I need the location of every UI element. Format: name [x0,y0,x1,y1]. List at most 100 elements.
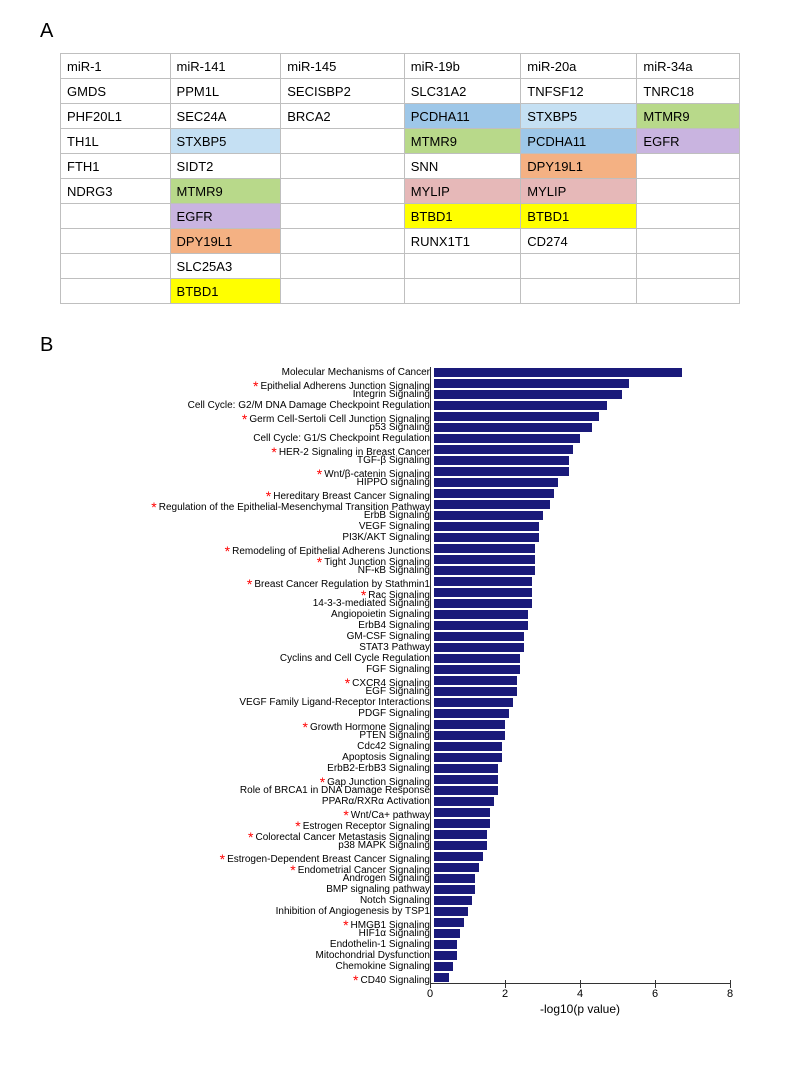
chart-bar-area [434,873,734,884]
chart-row-label: Androgen Signaling [60,873,434,884]
table-cell: SLC31A2 [404,79,521,104]
table-cell: BTBD1 [404,204,521,229]
chart-row-label: Notch Signaling [60,895,434,906]
chart-row-label: BMP signaling pathway [60,884,434,895]
chart-bar [434,379,629,388]
table-cell: SNN [404,154,521,179]
chart-bar [434,720,505,729]
chart-row-label-text: Integrin Signaling [353,389,430,400]
chart-tick [505,980,506,988]
table-cell: PCDHA11 [404,104,521,129]
chart-bar-area [434,939,734,950]
chart-row-label-text: ErbB4 Signaling [358,620,430,631]
chart-bar [434,687,517,696]
chart-row-label: Cyclins and Cell Cycle Regulation [60,653,434,664]
chart-row-label: Mitochondrial Dysfunction [60,950,434,961]
table-cell: FTH1 [61,154,171,179]
chart-bar [434,456,569,465]
chart-bar-area [434,752,734,763]
table-cell: MYLIP [404,179,521,204]
chart-bar [434,797,494,806]
chart-bar-area [434,411,734,422]
chart-bar-area [434,862,734,873]
table-row: GMDSPPM1LSECISBP2SLC31A2TNFSF12TNRC18 [61,79,740,104]
chart-row-label-text: Notch Signaling [360,895,430,906]
chart-row-label: VEGF Signaling [60,521,434,532]
table-cell [637,154,740,179]
chart-bar-area [434,807,734,818]
chart-bar-area [434,829,734,840]
chart-bar [434,863,479,872]
table-cell: PCDHA11 [521,129,637,154]
chart-row: Role of BRCA1 in DNA Damage Response [60,785,760,796]
chart-bar [434,775,498,784]
chart-row: *Rac Signaling [60,587,760,598]
table-row: TH1LSTXBP5MTMR9PCDHA11EGFR [61,129,740,154]
table-cell: PPM1L [170,79,281,104]
chart-tick-label: 4 [577,988,583,1000]
chart-bar-area [434,444,734,455]
chart-row: Angiopoietin Signaling [60,609,760,620]
table-header-cell: miR-141 [170,54,281,79]
chart-row-label: 14-3-3-mediated Signaling [60,598,434,609]
chart-row-label-text: Apoptosis Signaling [342,752,430,763]
chart-bar-area [434,576,734,587]
table-cell: MTMR9 [170,179,281,204]
chart-row-label: HIF1α Signaling [60,928,434,939]
chart-bar-area [434,543,734,554]
table-cell: MTMR9 [404,129,521,154]
chart-bar-area [434,664,734,675]
chart-row-label: ErbB4 Signaling [60,620,434,631]
chart-row: *CXCR4 Signaling [60,675,760,686]
chart-bar-area [434,510,734,521]
chart-bar [434,511,543,520]
table-cell: TH1L [61,129,171,154]
chart-bar [434,808,490,817]
chart-x-axis: -log10(p value) 02468 [430,983,730,1014]
table-cell [281,204,405,229]
chart-row: STAT3 Pathway [60,642,760,653]
table-row: EGFRBTBD1BTBD1 [61,204,740,229]
chart-bar-area [434,895,734,906]
chart-bar-area [434,818,734,829]
table-cell: SIDT2 [170,154,281,179]
table-header-cell: miR-20a [521,54,637,79]
table-cell [281,279,405,304]
chart-bar [434,478,558,487]
gene-table: miR-1miR-141miR-145miR-19bmiR-20amiR-34a… [60,53,740,304]
chart-row: VEGF Signaling [60,521,760,532]
table-cell: DPY19L1 [170,229,281,254]
chart-bar-area [434,961,734,972]
chart-bar-area [434,422,734,433]
chart-row-label-text: HIF1α Signaling [359,928,430,939]
chart-bar-area [434,675,734,686]
table-header-cell: miR-145 [281,54,405,79]
table-row: NDRG3MTMR9MYLIPMYLIP [61,179,740,204]
table-header-cell: miR-1 [61,54,171,79]
chart-bar [434,654,520,663]
chart-bar-area [434,565,734,576]
chart-row: BMP signaling pathway [60,884,760,895]
table-cell [281,129,405,154]
chart-row-label-text: Mitochondrial Dysfunction [316,950,431,961]
table-cell: MTMR9 [637,104,740,129]
table-cell: EGFR [170,204,281,229]
chart-bar-area [434,631,734,642]
chart-bar [434,742,502,751]
pathway-bar-chart: Molecular Mechanisms of Cancer*Epithelia… [60,367,760,1014]
chart-row-label-text: 14-3-3-mediated Signaling [313,598,430,609]
chart-row-label-text: Cyclins and Cell Cycle Regulation [280,653,430,664]
chart-row-label: EGF Signaling [60,686,434,697]
chart-bar-area [434,620,734,631]
table-cell [637,204,740,229]
chart-bar-area [434,774,734,785]
chart-bar [434,643,524,652]
chart-bar [434,533,539,542]
table-cell [637,179,740,204]
chart-row: *Colorectal Cancer Metastasis Signaling [60,829,760,840]
chart-bar [434,874,475,883]
table-cell: EGFR [637,129,740,154]
chart-row-label: Cdc42 Signaling [60,741,434,752]
chart-row: *Regulation of the Epithelial-Mesenchyma… [60,499,760,510]
chart-bar [434,489,554,498]
